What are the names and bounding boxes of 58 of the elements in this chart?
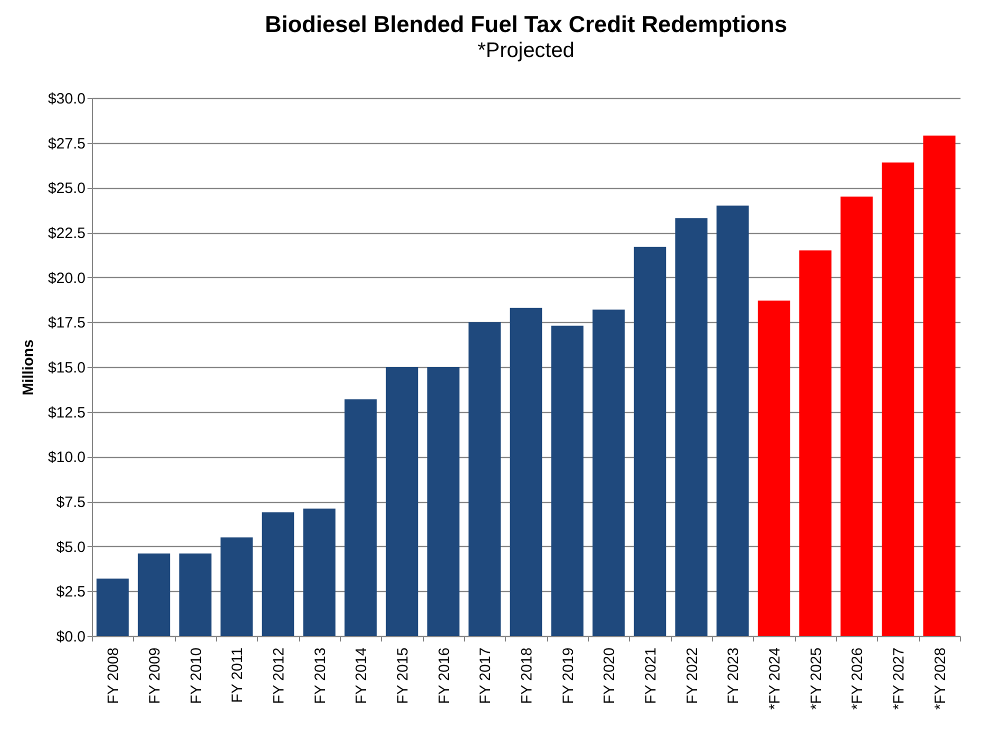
y-tick-label: $5.0	[56, 538, 86, 556]
x-tick-label: *FY 2027	[890, 648, 908, 710]
bar	[716, 206, 749, 636]
x-tick-label: FY 2010	[188, 648, 205, 704]
x-tick-label: *FY 2025	[808, 648, 825, 710]
chart-title: Biodiesel Blended Fuel Tax Credit Redemptions	[264, 11, 788, 37]
bar	[551, 326, 584, 636]
y-tick-label: $15.0	[48, 360, 86, 376]
x-tick-label: FY 2013	[312, 648, 329, 704]
x-tick-label: *FY 2028	[932, 648, 949, 710]
x-tick-label: FY 2009	[146, 648, 164, 704]
bar	[179, 554, 212, 636]
chart-subtitle: *Projected	[478, 39, 574, 62]
x-tick-label: FY 2023	[725, 648, 742, 704]
bar	[262, 512, 294, 636]
y-tick-label: $17.5	[48, 314, 86, 332]
x-tick-label: FY 2014	[353, 648, 370, 704]
y-tick-label: $25.0	[48, 180, 86, 198]
bar	[592, 310, 625, 636]
bar	[427, 367, 460, 636]
bar	[468, 322, 501, 636]
x-tick-label: FY 2015	[394, 648, 412, 704]
x-tick-label: FY 2018	[518, 648, 536, 704]
bar	[840, 196, 873, 636]
x-tick-label: FY 2019	[560, 648, 577, 704]
x-tick-label: FY 2021	[642, 648, 660, 704]
y-axis-title: Millions	[20, 340, 37, 396]
bar	[675, 218, 708, 636]
y-tick-label: $20.0	[48, 270, 86, 287]
x-tick-label: FY 2011	[229, 648, 246, 703]
y-tick-label: $22.5	[48, 225, 86, 242]
bar	[799, 250, 832, 636]
y-tick-label: $10.0	[48, 449, 86, 466]
bar	[96, 578, 129, 636]
bar	[758, 300, 790, 636]
bar	[882, 162, 914, 636]
bar	[220, 537, 253, 636]
y-tick-label: $0.0	[56, 628, 86, 646]
x-tick-label: FY 2022	[684, 648, 701, 704]
y-tick-label: $27.5	[48, 135, 86, 152]
bar	[303, 508, 336, 636]
bar	[138, 554, 170, 636]
x-tick-label: FY 2008	[105, 648, 122, 704]
y-tick-label: $30.0	[48, 90, 86, 108]
x-tick-label: FY 2020	[601, 648, 618, 704]
bar	[634, 246, 666, 636]
x-tick-label: *FY 2026	[849, 648, 866, 710]
y-tick-label: $2.5	[56, 584, 86, 601]
x-tick-label: *FY 2024	[766, 648, 784, 710]
bar	[344, 399, 377, 636]
bar	[386, 367, 418, 636]
y-tick-label: $12.5	[48, 404, 86, 422]
x-tick-label: FY 2016	[436, 648, 453, 704]
bar	[923, 136, 956, 636]
x-tick-label: FY 2012	[270, 648, 288, 704]
y-tick-label: $7.5	[56, 494, 86, 511]
bar	[510, 308, 542, 636]
x-tick-label: FY 2017	[477, 648, 494, 704]
